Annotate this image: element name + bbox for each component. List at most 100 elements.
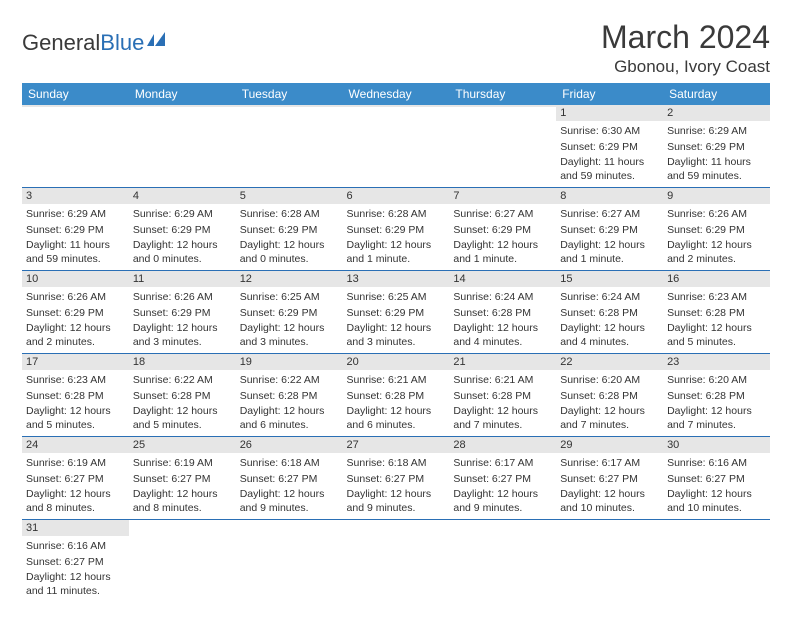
day-number: 2 [663,105,770,121]
weekday-header: Wednesday [343,83,450,105]
daylight-text: Daylight: 11 hours and 59 minutes. [26,238,125,266]
calendar-table: SundayMondayTuesdayWednesdayThursdayFrid… [22,83,770,602]
sunrise-text: Sunrise: 6:29 AM [133,207,232,221]
day-number: 4 [129,188,236,204]
sunset-text: Sunset: 6:28 PM [347,389,446,403]
day-number: 12 [236,271,343,287]
sunset-text: Sunset: 6:29 PM [133,306,232,320]
daylight-text: Daylight: 12 hours and 5 minutes. [26,404,125,432]
weekday-header: Thursday [449,83,556,105]
calendar-cell: 24 Sunrise: 6:19 AM Sunset: 6:27 PMDayligh… [22,437,129,520]
sunrise-text: Sunrise: 6:21 AM [347,373,446,387]
sunrise-text: Sunrise: 6:19 AM [133,456,232,470]
sunrise-text: Sunrise: 6:25 AM [240,290,339,304]
calendar-cell: 14Sunrise: 6:24 AMSunset: 6:28 PMDayligh… [449,271,556,354]
daylight-text: Daylight: 12 hours and 3 minutes. [133,321,232,349]
daylight-text: Daylight: 12 hours and 3 minutes. [240,321,339,349]
day-number: 8 [556,188,663,204]
calendar-cell: 31Sunrise: 6:16 AMSunset: 6:27 PMDayligh… [22,520,129,602]
day-number: 24 [22,437,129,453]
calendar-cell: 7Sunrise: 6:27 AMSunset: 6:29 PMDaylight… [449,188,556,271]
flag-icon [147,32,169,48]
day-number: 30 [663,437,770,453]
sunrise-text: Sunrise: 6:28 AM [347,207,446,221]
day-number: 25 [129,437,236,453]
daylight-text: Daylight: 12 hours and 10 minutes. [560,487,659,515]
calendar-header-row: SundayMondayTuesdayWednesdayThursdayFrid… [22,83,770,105]
calendar-cell: 29Sunrise: 6:17 AMSunset: 6:27 PMDayligh… [556,437,663,520]
calendar-cell [129,520,236,602]
sunset-text: Sunset: 6:27 PM [26,472,125,486]
daylight-text: Daylight: 12 hours and 7 minutes. [667,404,766,432]
daylight-text: Daylight: 12 hours and 8 minutes. [26,487,125,515]
day-number: 10 [22,271,129,287]
sunrise-text: Sunrise: 6:16 AM [667,456,766,470]
daylight-text: Daylight: 12 hours and 11 minutes. [26,570,125,598]
calendar-week-row: 31Sunrise: 6:16 AMSunset: 6:27 PMDayligh… [22,520,770,602]
calendar-cell [343,105,450,187]
calendar-cell: 8Sunrise: 6:27 AMSunset: 6:29 PMDaylight… [556,188,663,271]
sunrise-text: Sunrise: 6:17 AM [453,456,552,470]
day-number: 23 [663,354,770,370]
calendar-cell: 9Sunrise: 6:26 AMSunset: 6:29 PMDaylight… [663,188,770,271]
sunset-text: Sunset: 6:28 PM [453,389,552,403]
day-number: 5 [236,188,343,204]
sunset-text: Sunset: 6:29 PM [26,223,125,237]
weekday-header: Friday [556,83,663,105]
sunrise-text: Sunrise: 6:18 AM [347,456,446,470]
weekday-header: Monday [129,83,236,105]
sunset-text: Sunset: 6:27 PM [560,472,659,486]
sunset-text: Sunset: 6:29 PM [347,223,446,237]
sunset-text: Sunset: 6:29 PM [453,223,552,237]
sunset-text: Sunset: 6:28 PM [26,389,125,403]
calendar-cell [236,105,343,187]
daylight-text: Daylight: 12 hours and 6 minutes. [240,404,339,432]
calendar-cell: 1Sunrise: 6:30 AMSunset: 6:29 PMDaylight… [556,105,663,187]
calendar-cell: 13Sunrise: 6:25 AMSunset: 6:29 PMDayligh… [343,271,450,354]
calendar-cell [129,105,236,187]
calendar-week-row: 17Sunrise: 6:23 AMSunset: 6:28 PMDayligh… [22,354,770,437]
calendar-cell: 2Sunrise: 6:29 AMSunset: 6:29 PMDaylight… [663,105,770,187]
sunrise-text: Sunrise: 6:23 AM [26,373,125,387]
sunrise-text: Sunrise: 6:23 AM [667,290,766,304]
calendar-cell: 30Sunrise: 6:16 AMSunset: 6:27 PMDayligh… [663,437,770,520]
sunset-text: Sunset: 6:29 PM [26,306,125,320]
day-number: 11 [129,271,236,287]
calendar-cell: 12Sunrise: 6:25 AMSunset: 6:29 PMDayligh… [236,271,343,354]
daylight-text: Daylight: 12 hours and 2 minutes. [667,238,766,266]
day-number: 17 [22,354,129,370]
day-number: 27 [343,437,450,453]
day-number: 6 [343,188,450,204]
title-block: March 2024 Gbonou, Ivory Coast [601,20,770,77]
sunrise-text: Sunrise: 6:24 AM [560,290,659,304]
sunrise-text: Sunrise: 6:22 AM [240,373,339,387]
calendar-cell: 4Sunrise: 6:29 AMSunset: 6:29 PMDaylight… [129,188,236,271]
sunrise-text: Sunrise: 6:27 AM [453,207,552,221]
location-label: Gbonou, Ivory Coast [601,57,770,77]
calendar-cell: 28Sunrise: 6:17 AMSunset: 6:27 PMDayligh… [449,437,556,520]
daylight-text: Daylight: 12 hours and 9 minutes. [453,487,552,515]
sunrise-text: Sunrise: 6:29 AM [667,124,766,138]
daylight-text: Daylight: 12 hours and 8 minutes. [133,487,232,515]
page-header: GeneralBlue March 2024 Gbonou, Ivory Coa… [22,20,770,77]
calendar-cell [449,105,556,187]
sunset-text: Sunset: 6:27 PM [240,472,339,486]
sunrise-text: Sunrise: 6:26 AM [667,207,766,221]
daylight-text: Daylight: 12 hours and 0 minutes. [240,238,339,266]
daylight-text: Daylight: 12 hours and 5 minutes. [133,404,232,432]
daylight-text: Daylight: 12 hours and 6 minutes. [347,404,446,432]
daylight-text: Daylight: 12 hours and 0 minutes. [133,238,232,266]
sunset-text: Sunset: 6:27 PM [133,472,232,486]
sunrise-text: Sunrise: 6:19 AM [26,456,125,470]
day-content: Sunrise: 6:16 AMSunset: 6:27 PMDaylight:… [22,536,129,618]
daylight-text: Daylight: 12 hours and 9 minutes. [240,487,339,515]
daylight-text: Daylight: 12 hours and 10 minutes. [667,487,766,515]
calendar-cell: 26Sunrise: 6:18 AMSunset: 6:27 PMDayligh… [236,437,343,520]
daylight-text: Daylight: 12 hours and 4 minutes. [453,321,552,349]
calendar-cell: 11Sunrise: 6:26 AMSunset: 6:29 PMDayligh… [129,271,236,354]
calendar-body: 1Sunrise: 6:30 AMSunset: 6:29 PMDaylight… [22,105,770,602]
sunset-text: Sunset: 6:28 PM [560,306,659,320]
daylight-text: Daylight: 12 hours and 4 minutes. [560,321,659,349]
daylight-text: Daylight: 12 hours and 3 minutes. [347,321,446,349]
weekday-header: Tuesday [236,83,343,105]
